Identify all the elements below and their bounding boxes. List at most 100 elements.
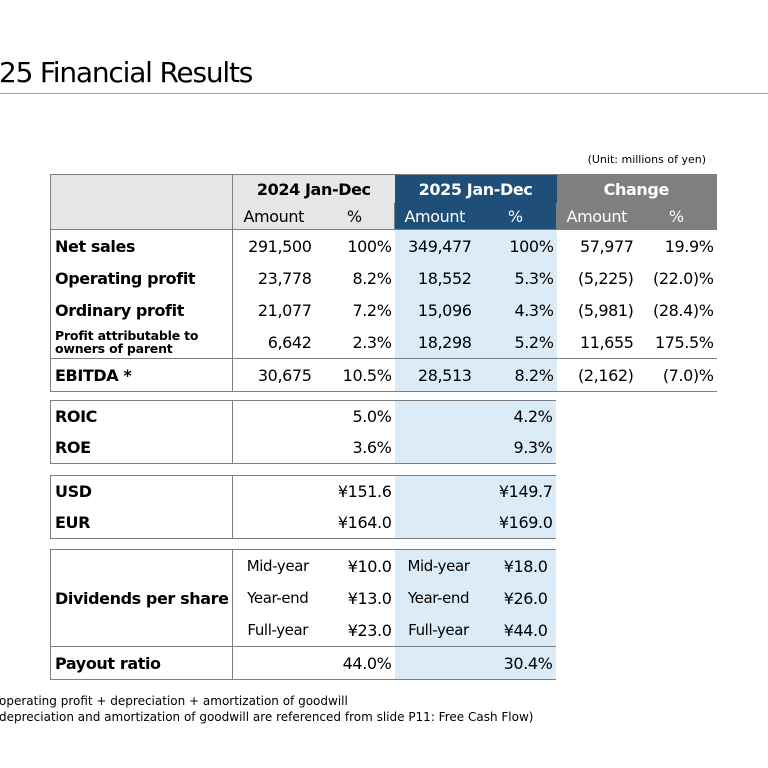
cell-change-amount: (5,225) — [578, 268, 634, 288]
cell-2025-pct: 8.2% — [474, 358, 557, 392]
cell-2025: 30.4% — [394, 646, 556, 680]
cell-2025: ¥18.0 — [482, 549, 556, 582]
row-label: EUR — [50, 507, 233, 539]
cell-change-pct: 175.5% — [654, 332, 714, 352]
row-label: ROE — [50, 432, 233, 464]
cell-2025-amount: 349,477 — [394, 229, 475, 262]
row-label: Ordinary profit — [50, 294, 233, 326]
cell-2025: ¥44.0 — [482, 614, 556, 647]
footnote-line: depreciation and amortization of goodwil… — [0, 710, 534, 724]
cell-2024-amount: 291,500 — [232, 229, 315, 262]
cell-2024-amount: 6,642 — [267, 332, 312, 352]
cell-change-pct: (28.4)% — [653, 300, 714, 320]
row-label: Profit attributable to owners of parent — [50, 326, 233, 359]
table-row: Full-year ¥23.0 Full-year ¥44.0 — [51, 614, 556, 647]
table-row: Operating profit 23,778 8.2% 18,552 5.3%… — [50, 262, 717, 294]
row-label: Net sales — [50, 229, 233, 262]
header-corner — [50, 174, 233, 230]
header-row-columns: Amount % Amount % Amount % — [51, 203, 718, 230]
results-table: 2024 Jan-Dec 2025 Jan-Dec Change Amount … — [50, 174, 718, 392]
header-2025-pct: % — [474, 203, 558, 230]
row-label: EBITDA * — [50, 358, 233, 392]
title-divider — [0, 93, 768, 94]
cell-2024: ¥23.0 — [347, 620, 392, 640]
row-label: Operating profit — [50, 262, 233, 294]
cell-2024: ¥164.0 — [232, 507, 395, 539]
header-row-periods: 2024 Jan-Dec 2025 Jan-Dec Change — [50, 174, 718, 230]
table-row: Ordinary profit 21,077 7.2% 15,096 4.3% … — [50, 294, 717, 326]
cell-2024: 44.0% — [232, 646, 395, 680]
cell-2024: ¥13.0 — [347, 588, 392, 608]
cell-2024-pct: 7.2% — [352, 300, 392, 320]
cell-2025-amount: 28,513 — [394, 358, 475, 392]
cell-change-amount: 11,655 — [579, 332, 634, 352]
table-row: EBITDA * 30,675 10.5% 28,513 8.2% (2,162… — [50, 358, 717, 392]
row-label: USD — [50, 475, 233, 507]
dividend-type: Mid-year — [394, 549, 483, 582]
table-row: Net sales 291,500 100% 349,477 100% 57,9… — [50, 229, 717, 262]
footnotes: operating profit + depreciation + amorti… — [0, 693, 533, 725]
table-row: USD ¥151.6 ¥149.7 — [50, 475, 556, 507]
cell-2024: 3.6% — [232, 432, 395, 464]
page-title: 25 Financial Results — [0, 56, 253, 89]
footnote-line: operating profit + depreciation + amorti… — [0, 694, 348, 708]
unit-note: (Unit: millions of yen) — [587, 153, 706, 166]
payout-label: Payout ratio — [50, 646, 233, 680]
cell-2025-pct: 4.3% — [474, 294, 557, 326]
cell-change-amount: 57,977 — [556, 229, 637, 262]
table-row: Dividends per share Mid-year ¥10.0 Mid-y… — [50, 549, 556, 647]
header-change: Change — [556, 174, 718, 203]
table-row: Payout ratio 44.0% 30.4% — [50, 646, 556, 680]
cell-2025: ¥149.7 — [394, 475, 556, 507]
cell-2024-pct: 8.2% — [352, 268, 392, 288]
dividends-label: Dividends per share — [50, 549, 233, 647]
dividends-table: Dividends per share Mid-year ¥10.0 Mid-y… — [50, 549, 556, 680]
cell-2024: ¥10.0 — [322, 549, 395, 582]
header-change-pct: % — [636, 203, 718, 230]
header-2025: 2025 Jan-Dec — [394, 174, 557, 203]
cell-2024-amount: 30,675 — [232, 358, 315, 392]
row-label-line1: Profit attributable to — [55, 328, 199, 343]
cell-2024: ¥151.6 — [232, 475, 395, 507]
cell-2024: 5.0% — [232, 400, 395, 432]
cell-2024-pct: 2.3% — [352, 332, 392, 352]
cell-2025-amount: 15,096 — [394, 294, 475, 326]
cell-2025-amount: 18,298 — [394, 326, 475, 359]
table-row: ROIC 5.0% 4.2% — [50, 400, 556, 432]
row-label: ROIC — [50, 400, 233, 432]
table-row: EUR ¥164.0 ¥169.0 — [50, 507, 556, 539]
dividend-type: Full-year — [394, 614, 483, 647]
cell-2024-pct: 100% — [314, 229, 395, 262]
dividend-type: Mid-year — [232, 549, 323, 582]
header-2024-amount: Amount — [232, 203, 315, 230]
cell-change-pct: 19.9% — [636, 229, 717, 262]
cell-2025: ¥26.0 — [482, 582, 556, 614]
dividend-type: Full-year — [247, 621, 309, 639]
cell-change-amount: (5,981) — [578, 300, 634, 320]
cell-2025: 9.3% — [394, 432, 556, 464]
fx-table: USD ¥151.6 ¥149.7 EUR ¥164.0 ¥169.0 — [50, 475, 556, 539]
cell-change-amount: (2,162) — [556, 358, 637, 392]
table-row: ROE 3.6% 9.3% — [50, 432, 556, 464]
cell-change-pct: (7.0)% — [636, 358, 717, 392]
cell-2025-amount: 18,552 — [394, 262, 475, 294]
table-row: Profit attributable to owners of parent 6… — [50, 326, 717, 359]
row-label-line2: owners of parent — [55, 341, 173, 356]
cell-2025: ¥169.0 — [394, 507, 556, 539]
header-2024-pct: % — [314, 203, 396, 230]
cell-2025-pct: 5.3% — [474, 262, 557, 294]
header-change-amount: Amount — [556, 203, 637, 230]
dividend-type: Year-end — [247, 589, 309, 607]
cell-2025: 4.2% — [394, 400, 556, 432]
header-2025-amount: Amount — [394, 203, 475, 230]
dividend-type: Year-end — [394, 582, 483, 614]
cell-2024-pct: 10.5% — [314, 358, 395, 392]
cell-2025-pct: 5.2% — [474, 326, 557, 359]
cell-2024-amount: 21,077 — [257, 300, 312, 320]
ratios-table: ROIC 5.0% 4.2% ROE 3.6% 9.3% — [50, 400, 556, 464]
header-2024: 2024 Jan-Dec — [232, 174, 395, 203]
cell-change-pct: (22.0)% — [653, 268, 714, 288]
cell-2025-pct: 100% — [474, 229, 557, 262]
table-row: Year-end ¥13.0 Year-end ¥26.0 — [51, 582, 556, 614]
cell-2024-amount: 23,778 — [257, 268, 312, 288]
